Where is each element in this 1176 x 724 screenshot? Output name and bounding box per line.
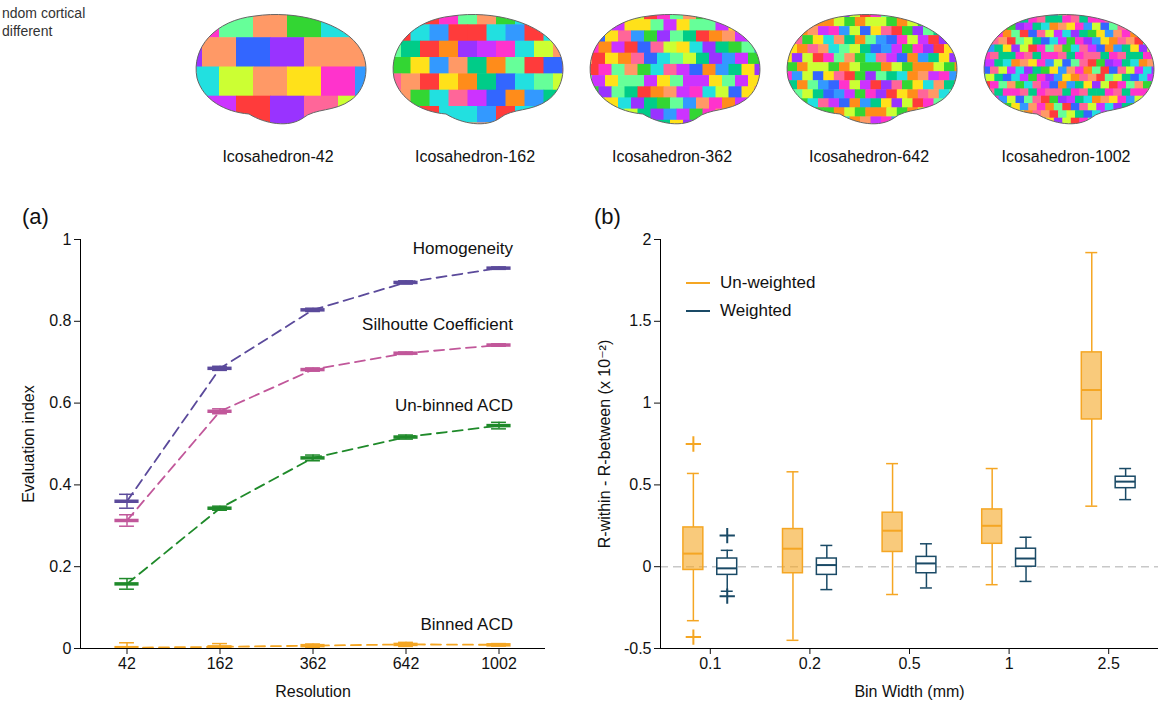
svg-text:1: 1 [643,394,652,411]
svg-text:0.6: 0.6 [49,394,71,411]
html-text:ndom cortical: ndom cortical [2,5,86,21]
svg-text:42: 42 [118,655,136,672]
svg-text:Evaluation index: Evaluation index [20,385,37,502]
svg-text:0.1: 0.1 [699,655,721,672]
svg-text:0.8: 0.8 [49,312,71,329]
svg-text:Homogeneity: Homogeneity [413,239,514,258]
svg-text:642: 642 [393,655,420,672]
html-text:Icosahedron-362: Icosahedron-362 [612,148,732,165]
svg-text:1.5: 1.5 [629,312,651,329]
svg-text:Silhoutte Coefficient: Silhoutte Coefficient [362,315,513,334]
svg-text:0: 0 [643,558,652,575]
svg-text:2.5: 2.5 [1098,655,1120,672]
html-text:Icosahedron-162: Icosahedron-162 [415,148,535,165]
svg-text:0.2: 0.2 [49,558,71,575]
svg-text:362: 362 [300,655,327,672]
html-text:(a): (a) [22,204,49,229]
svg-text:2: 2 [643,231,652,248]
html-text:(b): (b) [594,204,621,229]
html-text:Un-weighted: Un-weighted [720,273,816,292]
svg-text:0: 0 [63,640,72,657]
svg-text:R-within - R-between (x 10⁻²): R-within - R-between (x 10⁻²) [596,340,613,549]
svg-text:1: 1 [63,231,72,248]
html-text:Weighted: Weighted [720,301,792,320]
svg-text:0.5: 0.5 [898,655,920,672]
svg-text:Bin Width (mm): Bin Width (mm) [854,683,964,700]
svg-text:-0.5: -0.5 [624,640,652,657]
html-text:Icosahedron-642: Icosahedron-642 [809,148,929,165]
svg-text:0.2: 0.2 [799,655,821,672]
html-text:different: different [2,23,53,39]
svg-text:Resolution: Resolution [275,683,351,700]
svg-text:162: 162 [207,655,234,672]
html-text:Icosahedron-42: Icosahedron-42 [222,148,334,165]
svg-text:1: 1 [1005,655,1014,672]
svg-text:Binned ACD: Binned ACD [420,615,513,634]
svg-text:0.4: 0.4 [49,476,71,493]
svg-text:0.5: 0.5 [629,476,651,493]
svg-text:Un-binned ACD: Un-binned ACD [395,396,513,415]
html-text:Icosahedron-1002: Icosahedron-1002 [1001,148,1131,165]
svg-text:1002: 1002 [481,655,517,672]
